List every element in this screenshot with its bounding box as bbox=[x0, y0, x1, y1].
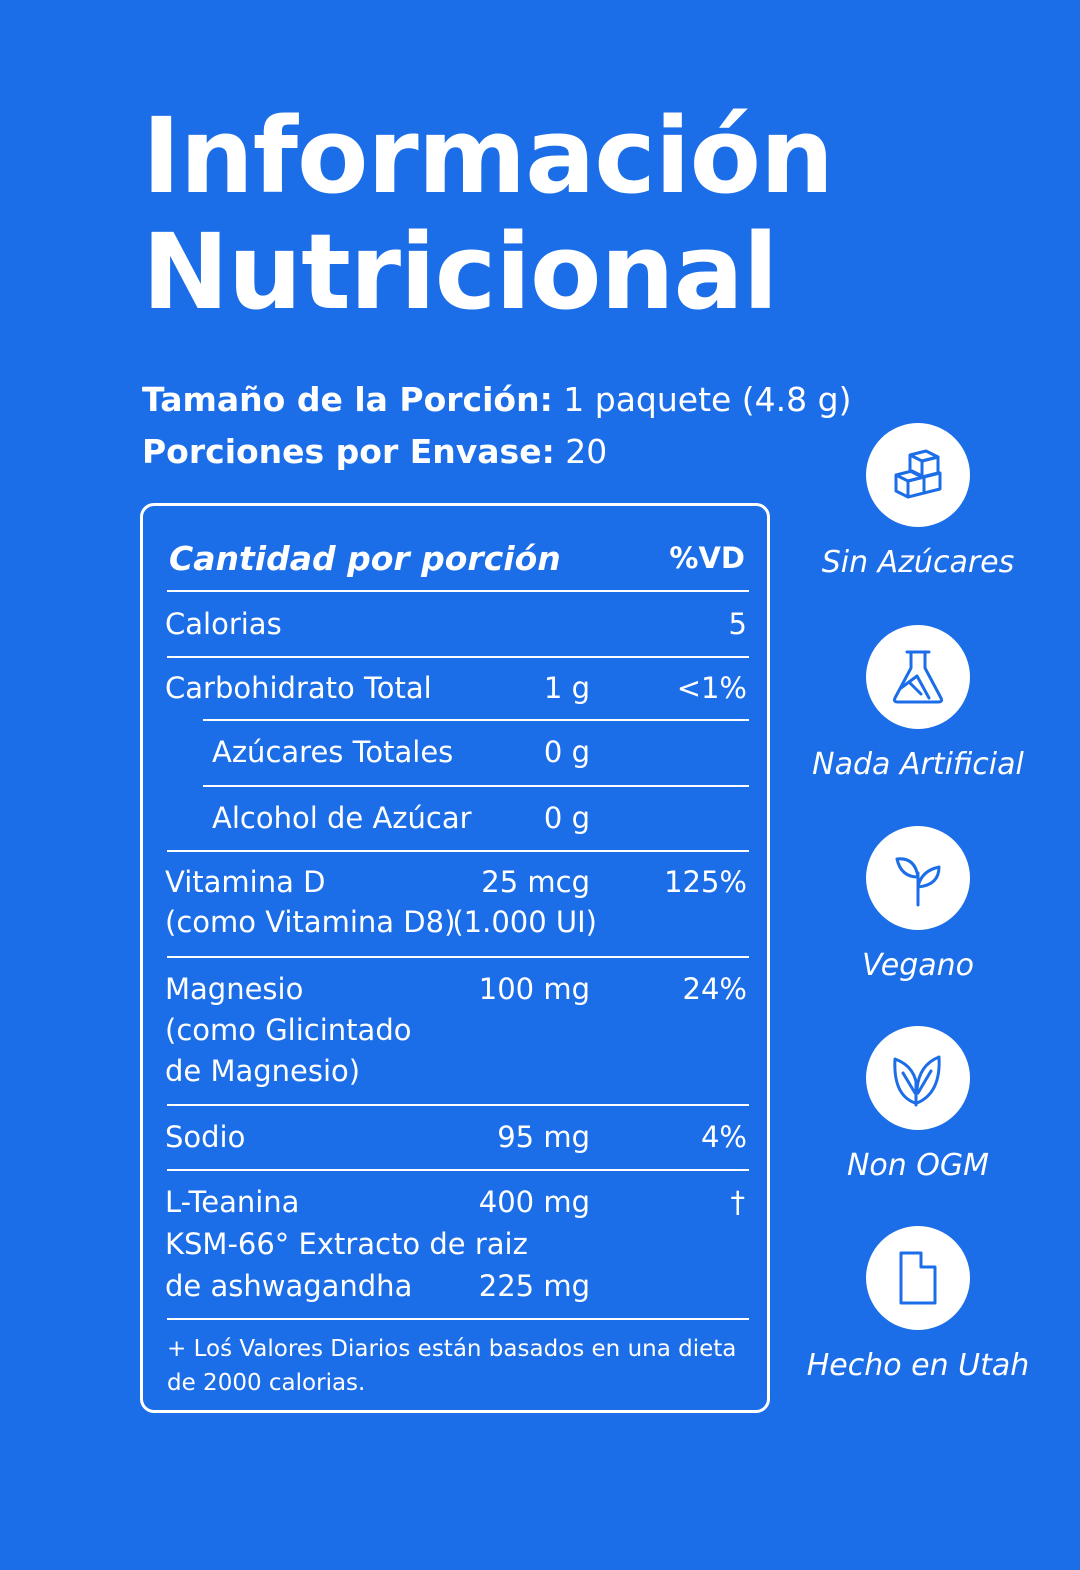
daily-value-heading: %VD bbox=[669, 541, 745, 575]
nutrient-dv: 24% bbox=[682, 972, 747, 1006]
leaves-icon bbox=[866, 1026, 970, 1130]
nutrient-dv: † bbox=[730, 1185, 746, 1219]
divider bbox=[167, 850, 749, 852]
nutrient-name: Alcohol de Azúcar bbox=[212, 801, 472, 835]
nutrient-dv: 125% bbox=[664, 865, 747, 899]
nutrient-name-detail: (como Glicintado bbox=[165, 1013, 412, 1047]
footnote-line-2: de 2000 calorias. bbox=[167, 1370, 366, 1396]
footnote-line-1: + Loś Valores Diarios están basados en u… bbox=[167, 1336, 737, 1362]
divider bbox=[203, 719, 749, 721]
divider bbox=[167, 590, 749, 592]
nutrient-name: Azúcares Totales bbox=[212, 735, 454, 769]
nutrient-amount-detail: 225 mg bbox=[478, 1269, 590, 1303]
sprout-icon bbox=[866, 826, 970, 930]
servings-value: 20 bbox=[554, 432, 608, 471]
nutrition-panel: Cantidad por porción %VD Calorias 5 Carb… bbox=[140, 503, 770, 1413]
nutrient-amount: 400 mg bbox=[478, 1185, 590, 1219]
serving-size-value: 1 paquete (4.8 g) bbox=[552, 380, 852, 419]
nutrient-dv: 5 bbox=[728, 607, 747, 641]
divider bbox=[167, 956, 749, 958]
nutrient-amount: 95 mg bbox=[497, 1120, 590, 1154]
divider bbox=[167, 1318, 749, 1320]
nutrient-amount-detail: (1.000 UI) bbox=[452, 905, 597, 939]
nutrient-name: Magnesio bbox=[165, 972, 304, 1006]
nutrient-dv: <1% bbox=[676, 671, 747, 705]
panel-header: Cantidad por porción %VD bbox=[169, 528, 745, 588]
badge-sin-azucares: Sin Azúcares bbox=[798, 423, 1038, 580]
badge-non-ogm: Non OGM bbox=[798, 1026, 1038, 1183]
nutrient-amount: 0 g bbox=[543, 801, 590, 835]
nutrient-name-detail: de Magnesio) bbox=[165, 1054, 361, 1088]
nutrient-name: Carbohidrato Total bbox=[165, 671, 432, 705]
nutrient-name-detail: KSM-66° Extracto de raiz bbox=[165, 1227, 528, 1261]
serving-size-label: Tamaño de la Porción: bbox=[142, 380, 553, 419]
nutrient-amount: 100 mg bbox=[478, 972, 590, 1006]
badge-nada-artificial: Nada Artificial bbox=[798, 625, 1038, 782]
servings-label: Porciones por Envase: bbox=[142, 432, 555, 471]
divider bbox=[167, 1169, 749, 1171]
badge-label: Non OGM bbox=[846, 1148, 990, 1183]
nutrient-name: Vitamina D bbox=[165, 865, 326, 899]
badge-label: Nada Artificial bbox=[812, 747, 1024, 782]
badge-vegano: Vegano bbox=[798, 826, 1038, 983]
nutrient-amount: 0 g bbox=[543, 735, 590, 769]
nutrient-name: Sodio bbox=[165, 1120, 246, 1154]
nutrient-dv: 4% bbox=[700, 1120, 747, 1154]
nutrient-name-detail: (como Vitamina D8) bbox=[165, 905, 456, 939]
nutrient-name: Calorias bbox=[165, 607, 282, 641]
nutrient-amount: 25 mcg bbox=[481, 865, 590, 899]
utah-state-icon bbox=[866, 1226, 970, 1330]
serving-info: Tamaño de la Porción: 1 paquete (4.8 g) … bbox=[142, 374, 851, 478]
title-line-1: Información bbox=[142, 95, 834, 217]
title-line-2: Nutricional bbox=[142, 211, 778, 333]
flask-icon bbox=[866, 625, 970, 729]
badge-label: Sin Azúcares bbox=[821, 545, 1015, 580]
amount-per-serving-heading: Cantidad por porción bbox=[169, 538, 561, 578]
badge-hecho-en-utah: Hecho en Utah bbox=[798, 1226, 1038, 1383]
nutrient-amount: 1 g bbox=[543, 671, 590, 705]
badge-label: Hecho en Utah bbox=[806, 1348, 1030, 1383]
serving-size: Tamaño de la Porción: 1 paquete (4.8 g) bbox=[142, 374, 851, 426]
divider bbox=[203, 785, 749, 787]
footnote: + Loś Valores Diarios están basados en u… bbox=[167, 1332, 757, 1400]
divider bbox=[167, 656, 749, 658]
page-title: Información Nutricional bbox=[142, 95, 834, 333]
servings-per-container: Porciones por Envase: 20 bbox=[142, 426, 851, 478]
sugar-cubes-icon bbox=[866, 423, 970, 527]
nutrient-name-detail: de ashwagandha bbox=[165, 1269, 413, 1303]
badge-label: Vegano bbox=[861, 948, 975, 983]
nutrient-name: L-Teanina bbox=[165, 1185, 300, 1219]
divider bbox=[167, 1104, 749, 1106]
